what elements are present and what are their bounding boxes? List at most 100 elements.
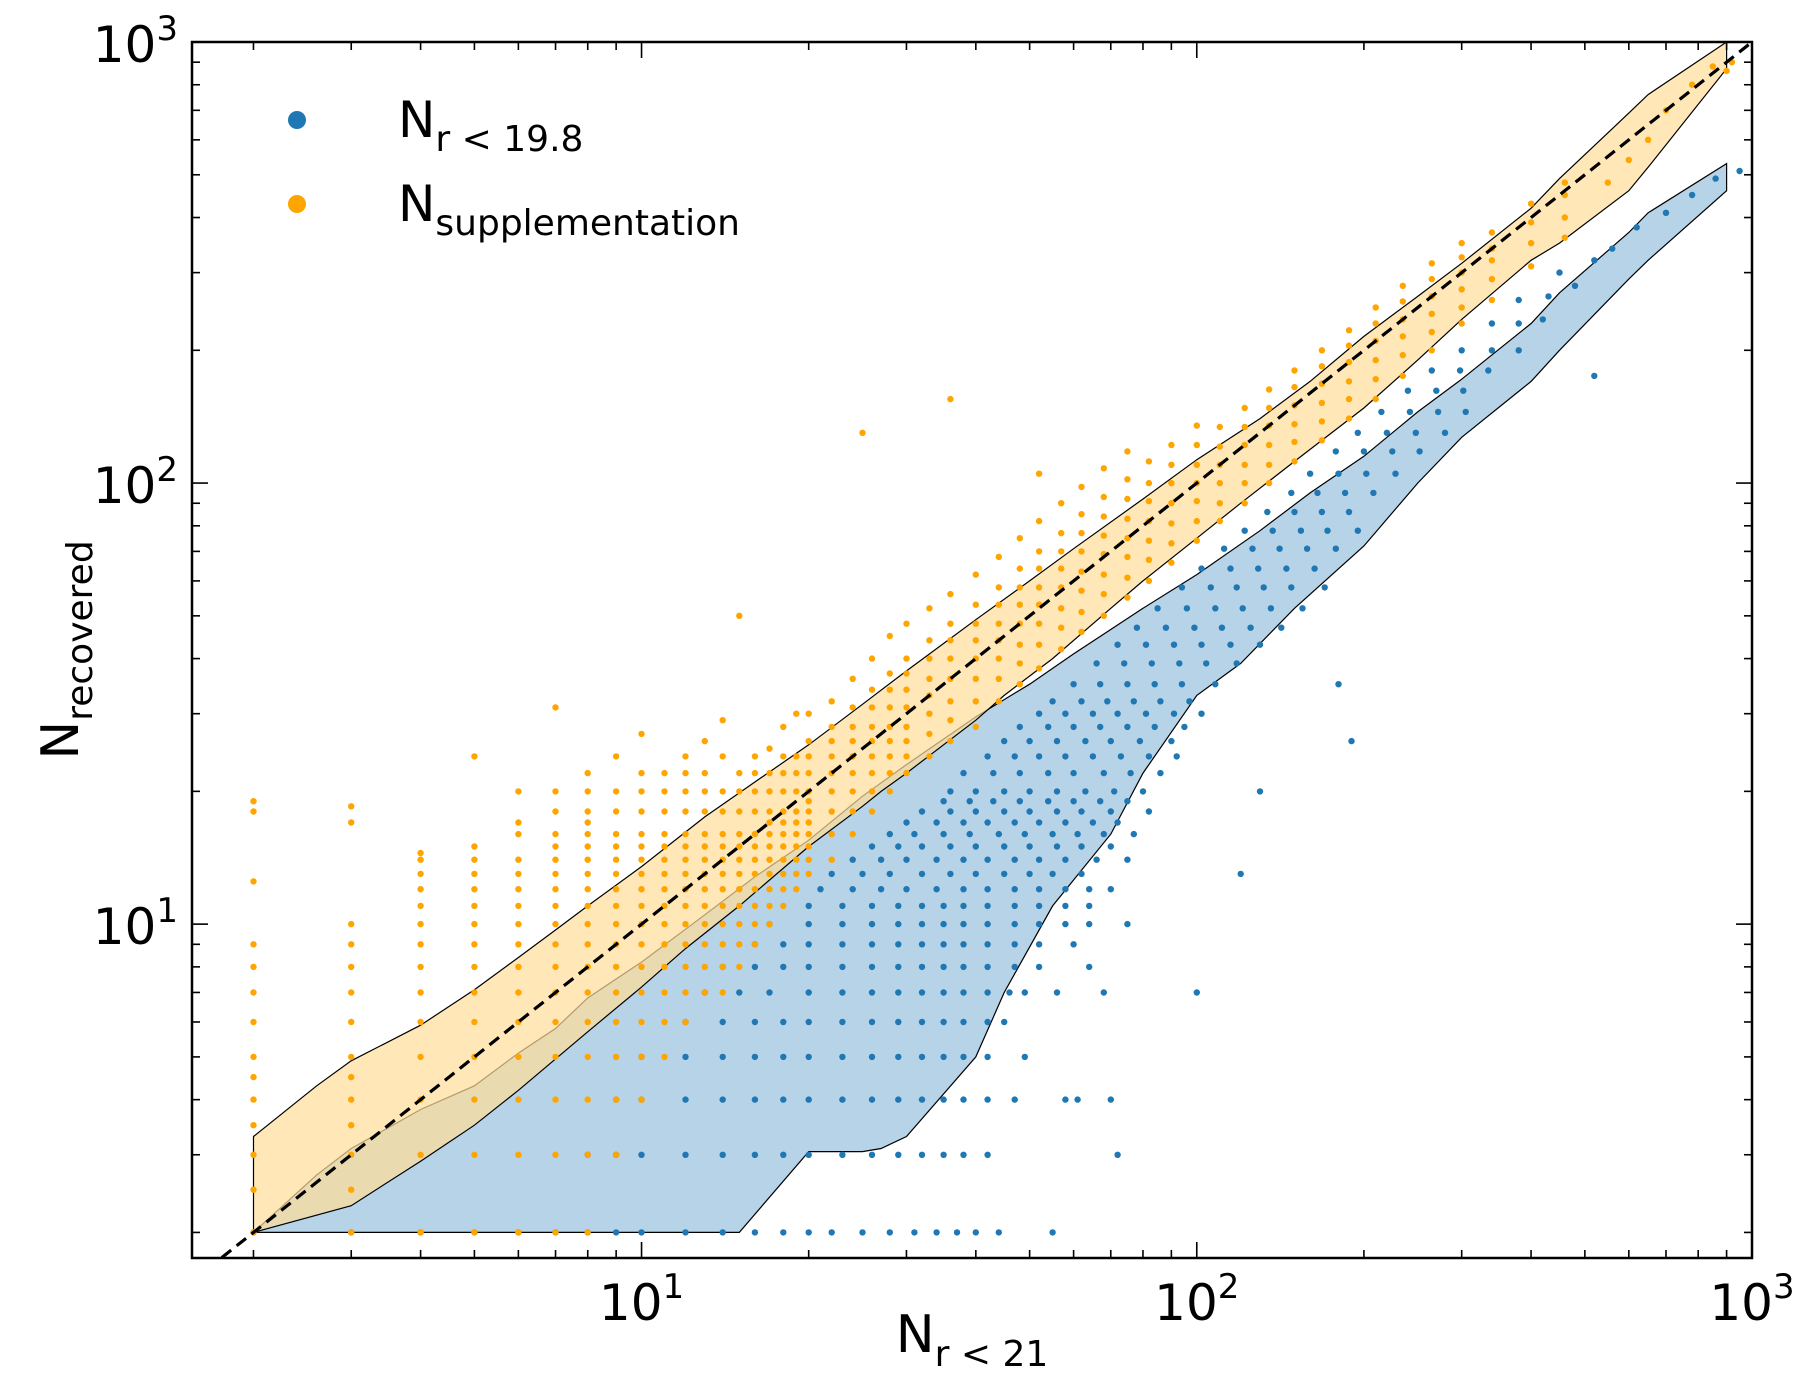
point-r198 xyxy=(805,920,812,928)
point-r198 xyxy=(1218,624,1226,631)
point-supplementation xyxy=(250,798,257,805)
point-supplementation xyxy=(1345,378,1353,385)
point-supplementation xyxy=(250,941,257,948)
point-supplementation xyxy=(868,753,876,760)
point-supplementation xyxy=(1458,239,1465,247)
point-r198 xyxy=(751,1151,759,1159)
point-supplementation xyxy=(995,620,1002,627)
point-r198 xyxy=(1082,788,1089,795)
point-supplementation xyxy=(1265,441,1273,449)
point-supplementation xyxy=(1291,458,1298,465)
point-supplementation xyxy=(868,788,876,795)
point-supplementation xyxy=(701,941,708,948)
point-supplementation xyxy=(250,1096,257,1103)
point-r198 xyxy=(1062,1096,1069,1103)
point-supplementation xyxy=(1100,465,1108,472)
point-r198 xyxy=(940,830,947,838)
point-supplementation xyxy=(849,769,856,777)
point-supplementation xyxy=(1124,553,1131,561)
point-supplementation xyxy=(719,902,726,910)
point-r198 xyxy=(1556,269,1563,276)
point-r198 xyxy=(805,1229,812,1236)
point-r198 xyxy=(960,902,967,910)
point-supplementation xyxy=(682,920,689,928)
point-supplementation xyxy=(719,843,726,850)
x-tick-label: 102 xyxy=(1154,1267,1239,1332)
point-r198 xyxy=(1515,296,1522,304)
point-r198 xyxy=(868,1151,876,1159)
point-supplementation xyxy=(701,920,708,928)
point-r198 xyxy=(1318,508,1326,516)
point-supplementation xyxy=(1216,500,1224,507)
point-supplementation xyxy=(719,808,726,815)
point-r198 xyxy=(1100,769,1108,777)
point-r198 xyxy=(1062,819,1069,826)
point-r198 xyxy=(1078,843,1085,850)
point-r198 xyxy=(1107,1096,1115,1103)
point-r198 xyxy=(984,1096,991,1103)
point-supplementation xyxy=(682,753,689,760)
point-r198 xyxy=(1016,798,1023,805)
point-supplementation xyxy=(1016,584,1023,591)
point-supplementation xyxy=(1345,358,1353,366)
point-r198 xyxy=(1662,209,1670,216)
point-supplementation xyxy=(780,830,787,838)
point-supplementation xyxy=(719,870,726,878)
point-supplementation xyxy=(701,830,708,838)
point-supplementation xyxy=(552,704,559,711)
point-r198 xyxy=(1306,470,1314,477)
point-supplementation xyxy=(828,856,835,863)
point-r198 xyxy=(682,1053,689,1061)
point-supplementation xyxy=(552,1018,559,1026)
point-supplementation xyxy=(849,808,856,815)
point-supplementation xyxy=(515,886,522,893)
point-r198 xyxy=(1130,698,1138,705)
point-r198 xyxy=(1045,723,1052,731)
point-r198 xyxy=(1114,641,1121,648)
point-r198 xyxy=(940,1151,947,1159)
point-supplementation xyxy=(417,902,424,910)
point-supplementation xyxy=(903,723,910,731)
point-supplementation xyxy=(701,963,708,971)
point-r198 xyxy=(1139,788,1147,795)
legend: Nr < 19.8 Nsupplementation xyxy=(288,91,740,244)
point-supplementation xyxy=(661,902,668,910)
point-supplementation xyxy=(584,902,591,910)
point-r198 xyxy=(868,1053,876,1061)
point-r198 xyxy=(940,1053,947,1061)
point-supplementation xyxy=(780,843,787,850)
point-r198 xyxy=(1097,681,1104,688)
point-r198 xyxy=(1011,902,1018,910)
point-supplementation xyxy=(1035,517,1043,525)
point-r198 xyxy=(1198,641,1205,648)
point-supplementation xyxy=(766,902,773,910)
point-supplementation xyxy=(1035,548,1043,555)
point-supplementation xyxy=(417,856,424,863)
point-supplementation xyxy=(638,1053,645,1061)
point-r198 xyxy=(886,1229,893,1236)
point-supplementation xyxy=(972,637,979,644)
point-r198 xyxy=(1001,737,1008,745)
point-supplementation xyxy=(780,788,787,795)
point-supplementation xyxy=(805,737,812,745)
point-supplementation xyxy=(736,788,743,795)
point-r198 xyxy=(1392,470,1399,477)
point-supplementation xyxy=(886,670,893,677)
point-supplementation xyxy=(471,963,478,971)
point-supplementation xyxy=(947,395,954,403)
point-supplementation xyxy=(793,886,800,893)
point-r198 xyxy=(972,843,979,850)
point-r198 xyxy=(1404,387,1412,394)
point-r198 xyxy=(805,1053,812,1061)
point-supplementation xyxy=(417,920,424,928)
point-r198 xyxy=(877,886,885,893)
point-supplementation xyxy=(780,769,787,777)
point-supplementation xyxy=(886,769,893,777)
point-supplementation xyxy=(903,655,910,662)
point-r198 xyxy=(638,1151,645,1159)
point-supplementation xyxy=(250,1053,257,1061)
point-supplementation xyxy=(250,1151,257,1159)
point-supplementation xyxy=(1625,156,1633,164)
x-axis-label: Nr < 21 xyxy=(896,1305,1049,1375)
point-r198 xyxy=(1053,808,1061,815)
